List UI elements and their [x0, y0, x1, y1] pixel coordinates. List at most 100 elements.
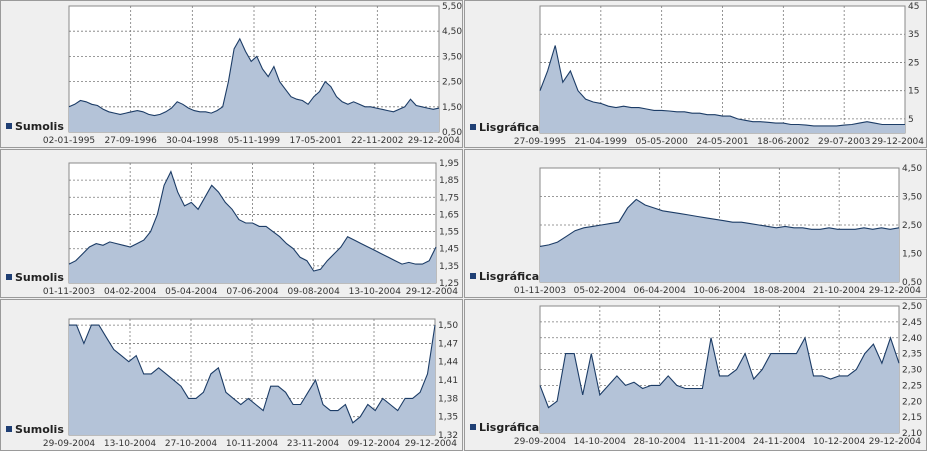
x-tick-label: 29-12-2004: [405, 439, 458, 449]
series-area: [540, 199, 899, 282]
chart-svg: 2,50 2,45 2,40 2,35 2,30 2,25 2,20 2,15 2,10 29-0…: [470, 302, 922, 447]
x-tick-label: 21-04-1999: [575, 137, 628, 147]
x-tick-label: 27-09-1996: [105, 136, 158, 146]
x-tick-label: 17-05-2001: [290, 136, 342, 146]
legend-marker: [470, 273, 476, 279]
y-tick-label: 1,25: [439, 279, 459, 289]
x-tick-label: 14-10-2004: [574, 437, 627, 447]
y-tick-label: 5: [908, 115, 914, 125]
x-tick-label: 29-12-2004: [869, 286, 922, 296]
legend-marker: [470, 124, 476, 130]
x-tick-label: 23-11-2004: [287, 439, 340, 449]
x-tick-label: 04-02-2004: [104, 287, 157, 297]
series-area: [69, 38, 439, 132]
x-tick-label: 10-12-2004: [813, 437, 866, 447]
y-tick-label: 2,20: [902, 397, 922, 407]
chart-svg: 1,50 1,47 1,44 1,41 1,38 1,35 1,32 29-09-2004 13…: [6, 318, 458, 449]
legend-label: Lisgráfica: [479, 421, 539, 434]
y-tick-label: 1,85: [439, 176, 459, 186]
y-tick-label: 2,10: [902, 429, 922, 439]
x-tick-label: 01-11-2003: [514, 286, 566, 296]
y-tick-label: 1,75: [439, 193, 459, 203]
chart-svg: 4,50 3,50 2,50 1,50 0,50 01-11-2003 05-02-2004…: [470, 164, 922, 296]
chart-svg: 45 35 25 15 5 27-09-1995 21-04-1999 05-05-2000 2…: [470, 2, 925, 147]
series-line: [539, 45, 905, 127]
chart-svg: 1,95 1,85 1,75 1,65 1,55 1,45 1,35 1,25 01-11-20…: [6, 159, 459, 297]
x-tick-label: 24-11-2004: [753, 437, 806, 447]
y-tick-label: 2,50: [902, 221, 922, 231]
series-line: [539, 336, 900, 409]
x-tick-label: 21-10-2004: [813, 286, 866, 296]
legend-label: Sumolis: [15, 271, 64, 284]
legend-marker: [6, 123, 12, 129]
y-tick-label: 3,50: [902, 193, 922, 203]
x-tick-label: 09-08-2004: [288, 287, 341, 297]
y-tick-label: 0,50: [902, 278, 922, 288]
x-tick-label: 10-06-2004: [693, 286, 746, 296]
y-tick-label: 15: [908, 87, 919, 97]
y-tick-label: 35: [908, 30, 919, 40]
y-tick-label: 4,50: [902, 164, 922, 174]
y-tick-label: 2,25: [902, 381, 922, 391]
chart-svg: 5,50 4,50 3,50 2,50 1,50 0,50 02-01-1995 27-09-…: [6, 2, 462, 146]
y-tick-label: 2,45: [902, 318, 922, 328]
y-tick-label: 1,50: [442, 103, 462, 113]
y-tick-label: 1,50: [438, 321, 458, 331]
series-area: [540, 45, 905, 133]
legend-label: Sumolis: [15, 120, 64, 133]
y-tick-label: 1,47: [438, 339, 458, 349]
x-tick-label: 18-06-2002: [757, 137, 809, 147]
y-tick-label: 5,50: [442, 2, 462, 12]
y-tick-label: 1,50: [902, 250, 922, 260]
x-tick-label: 05-05-2000: [636, 137, 689, 147]
series-line: [69, 324, 436, 424]
legend-marker: [470, 424, 476, 430]
y-tick-label: 45: [908, 2, 919, 12]
x-tick-label: 05-04-2004: [165, 287, 218, 297]
y-tick-label: 1,45: [439, 245, 459, 255]
series-area: [69, 171, 436, 283]
y-tick-label: 1,41: [438, 376, 458, 386]
series-line: [68, 37, 440, 117]
y-tick-label: 2,50: [442, 78, 462, 88]
x-tick-label: 29-07-2003: [818, 137, 870, 147]
y-tick-label: 1,35: [439, 262, 459, 272]
y-tick-label: 25: [908, 58, 919, 68]
x-tick-label: 06-04-2004: [634, 286, 687, 296]
x-tick-label: 28-10-2004: [634, 437, 687, 447]
chart-panel-1: 5,50 4,50 3,50 2,50 1,50 0,50 02-01-1995 27-09-…: [0, 0, 463, 148]
chart-panel-4: 4,50 3,50 2,50 1,50 0,50 01-11-2003 05-02-2004…: [464, 149, 927, 298]
chart-panel-2: 45 35 25 15 5 27-09-1995 21-04-1999 05-05-2000 2…: [464, 0, 927, 148]
x-tick-label: 01-11-2003: [43, 287, 95, 297]
series-area: [69, 325, 435, 435]
legend-label: Lisgráfica: [479, 121, 539, 134]
legend-label: Sumolis: [15, 423, 64, 436]
chart-panel-6: 2,50 2,45 2,40 2,35 2,30 2,25 2,20 2,15 2,10 29-0…: [464, 299, 927, 451]
x-tick-label: 18-08-2004: [753, 286, 806, 296]
y-tick-label: 1,38: [438, 394, 458, 404]
y-tick-label: 1,32: [438, 431, 458, 441]
chart-panel-3: 1,95 1,85 1,75 1,65 1,55 1,45 1,35 1,25 01-11-20…: [0, 149, 463, 298]
series-line: [539, 198, 900, 247]
chart-panel-5: 1,50 1,47 1,44 1,41 1,38 1,35 1,32 29-09-2004 13…: [0, 299, 463, 451]
y-tick-label: 2,35: [902, 350, 922, 360]
y-tick-label: 0,50: [442, 128, 462, 138]
x-tick-label: 11-11-2004: [693, 437, 746, 447]
legend-label: Lisgráfica: [479, 270, 539, 283]
y-tick-label: 1,55: [439, 228, 459, 238]
x-tick-label: 05-02-2004: [574, 286, 627, 296]
x-tick-label: 27-10-2004: [165, 439, 218, 449]
x-tick-label: 29-12-2004: [872, 137, 925, 147]
y-tick-label: 1,95: [439, 159, 459, 169]
x-tick-label: 24-05-2001: [696, 137, 748, 147]
x-tick-label: 13-10-2004: [349, 287, 402, 297]
x-tick-label: 05-11-1999: [228, 136, 281, 146]
x-tick-label: 29-09-2004: [514, 437, 567, 447]
y-tick-label: 3,50: [442, 52, 462, 62]
x-tick-label: 13-10-2004: [104, 439, 157, 449]
legend-marker: [6, 274, 12, 280]
x-tick-label: 27-09-1995: [514, 137, 566, 147]
x-tick-label: 10-11-2004: [226, 439, 279, 449]
y-tick-label: 2,15: [902, 413, 922, 423]
x-tick-label: 29-12-2004: [406, 287, 459, 297]
